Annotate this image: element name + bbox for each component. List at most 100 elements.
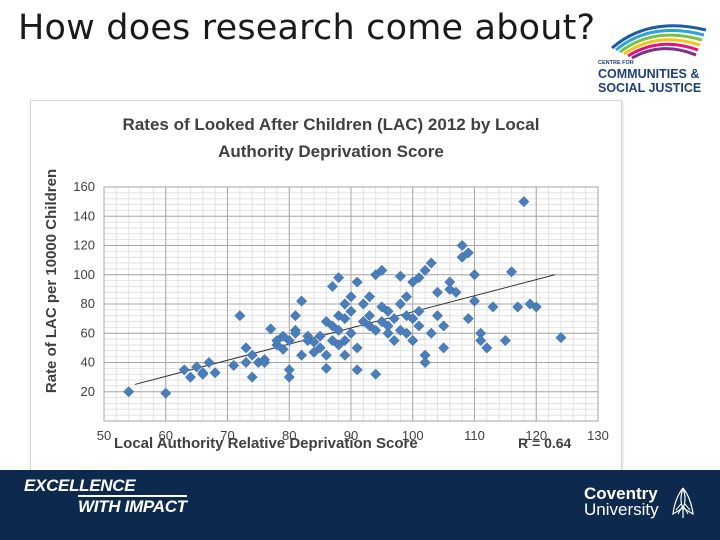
data-point [283, 335, 295, 347]
data-point [345, 305, 357, 317]
data-point [425, 257, 437, 269]
data-point [413, 305, 425, 317]
data-point [431, 286, 444, 298]
footer-tagline: EXCELLENCE WITH IMPACT [24, 477, 187, 516]
data-point [388, 335, 400, 347]
data-point [401, 291, 413, 303]
data-point [425, 327, 437, 339]
data-point [320, 349, 332, 361]
x-tick-label: 50 [97, 428, 111, 443]
data-point [475, 335, 487, 347]
data-point [351, 342, 363, 354]
data-point [160, 387, 172, 399]
data-point [283, 371, 295, 383]
slide-title: How does research come about? [18, 8, 596, 48]
data-point [283, 364, 295, 376]
data-point [505, 266, 518, 278]
y-tick-label: 100 [73, 267, 95, 282]
data-point [277, 343, 289, 355]
data-point [499, 335, 511, 347]
y-tick-label: 140 [73, 208, 95, 223]
r-value-annotation: R = 0.64 [518, 435, 572, 451]
x-tick-label: 80 [282, 428, 296, 443]
data-point [419, 264, 431, 276]
data-point [481, 342, 493, 354]
data-point [197, 368, 209, 380]
logo-coventry: Coventry [584, 484, 658, 503]
data-point [333, 272, 345, 284]
logo-line1: CENTRE FOR [598, 60, 634, 66]
data-point [296, 295, 308, 307]
x-tick-label: 130 [587, 428, 609, 443]
data-point [450, 286, 462, 298]
data-point [468, 295, 481, 307]
data-point [413, 320, 425, 332]
data-point [394, 270, 406, 282]
data-point [431, 310, 444, 322]
data-point [289, 327, 301, 339]
data-point [191, 361, 203, 373]
x-tick-label: 60 [159, 428, 173, 443]
data-point [333, 324, 345, 336]
data-point [363, 320, 376, 332]
y-tick-label: 20 [81, 384, 95, 399]
data-point [265, 323, 277, 335]
data-point [518, 196, 530, 208]
data-point [370, 324, 382, 336]
data-point [228, 359, 240, 371]
data-point [339, 313, 351, 325]
data-point [388, 313, 400, 325]
data-point [314, 342, 326, 354]
data-point [382, 327, 394, 339]
y-tick-label: 60 [81, 325, 95, 340]
data-point [345, 327, 357, 339]
data-point [178, 364, 190, 376]
data-point [234, 310, 246, 322]
y-tick-label: 160 [73, 179, 95, 194]
logo-university: University [584, 500, 659, 519]
y-tick-label: 40 [81, 355, 95, 370]
data-point [363, 291, 376, 303]
data-point [370, 368, 382, 380]
data-point [512, 301, 524, 313]
data-point [413, 272, 425, 284]
data-point [258, 356, 271, 369]
x-tick-label: 70 [220, 428, 234, 443]
data-point [203, 356, 215, 369]
data-point [555, 332, 567, 344]
logo-line2: COMMUNITIES & [598, 67, 699, 81]
data-point [326, 280, 339, 293]
data-point [419, 356, 431, 369]
data-point [302, 335, 314, 347]
tagline-line1: EXCELLENCE [24, 476, 136, 495]
data-point [401, 327, 413, 339]
data-point [407, 335, 419, 347]
data-point [394, 298, 406, 310]
data-point [339, 335, 351, 347]
data-point [530, 301, 542, 313]
data-point [444, 283, 456, 295]
scatter-chart: 20 40 60 80 100 120 140 160 50 60 70 80 90 100 110 120… [43, 115, 609, 452]
y-tick-label: 120 [73, 238, 95, 253]
data-point [240, 356, 252, 369]
data-point [351, 364, 363, 376]
data-point [382, 305, 394, 317]
data-point [246, 371, 258, 383]
data-point [351, 276, 363, 288]
chart-title-line1: Rates of Looked After Children (LAC) 201… [123, 115, 540, 134]
tagline-line2: WITH IMPACT [78, 495, 187, 516]
data-point [456, 239, 468, 252]
data-point [438, 320, 450, 332]
data-point [314, 330, 326, 342]
rainbow-arcs-icon: CENTRE FOR COMMUNITIES & SOCIAL JUSTICE [598, 24, 707, 95]
y-tick-label: 80 [81, 296, 95, 311]
data-point [289, 310, 301, 322]
data-point [339, 349, 351, 361]
coventry-university-logo: Coventry University [584, 484, 694, 528]
data-point [209, 367, 221, 379]
chart-title-line2: Authority Deprivation Score [218, 142, 444, 161]
data-point [246, 349, 258, 361]
x-tick-label: 100 [402, 428, 424, 443]
data-point [345, 291, 357, 303]
x-tick-label: 110 [464, 428, 485, 443]
